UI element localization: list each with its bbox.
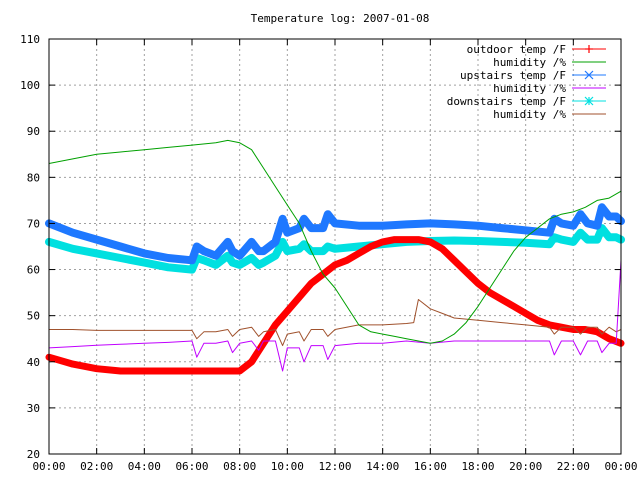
legend-label: upstairs temp /F xyxy=(460,69,566,82)
x-tick-label: 22:00 xyxy=(557,460,590,473)
axes: 20 30 40 50 60 70 80 90 100 110 00:00 02:00 04:00 06:… xyxy=(20,33,637,473)
legend-label: humidity /% xyxy=(493,82,566,95)
y-tick-label: 30 xyxy=(27,402,40,415)
y-tick-label: 70 xyxy=(27,217,40,230)
series-line xyxy=(48,259,622,372)
x-tick-label: 12:00 xyxy=(318,460,351,473)
y-tick-label: 90 xyxy=(27,125,40,138)
x-tick-label: 04:00 xyxy=(128,460,161,473)
x-tick-label: 16:00 xyxy=(414,460,447,473)
x-tick-label: 02:00 xyxy=(80,460,113,473)
x-tick-label: 00:00 xyxy=(32,460,65,473)
y-tick-label: 80 xyxy=(27,171,40,184)
x-tick-label: 20:00 xyxy=(509,460,542,473)
x-tick-label: 18:00 xyxy=(461,460,494,473)
series-line xyxy=(45,203,625,265)
legend-label: outdoor temp /F xyxy=(467,43,566,56)
y-tick-label: 40 xyxy=(27,356,40,369)
y-tick-label: 60 xyxy=(27,264,40,277)
series-line xyxy=(48,299,622,347)
x-tick-label: 06:00 xyxy=(175,460,208,473)
y-tick-label: 100 xyxy=(20,79,40,92)
legend-marker xyxy=(584,96,594,106)
series-line xyxy=(45,236,625,375)
legend-label: humidity /% xyxy=(493,108,566,121)
series-layer xyxy=(45,139,625,375)
series-line xyxy=(48,139,622,344)
chart-title: Temperature log: 2007-01-08 xyxy=(251,12,430,25)
series-line xyxy=(45,224,625,274)
y-tick-label: 50 xyxy=(27,310,40,323)
legend-label: downstairs temp /F xyxy=(447,95,566,108)
x-tick-label: 10:00 xyxy=(271,460,304,473)
legend-marker xyxy=(585,45,593,53)
x-tick-label: 00:00 xyxy=(604,460,637,473)
y-tick-label: 110 xyxy=(20,33,40,46)
legend-marker xyxy=(584,70,594,80)
legend-label: humidity /% xyxy=(493,56,566,69)
y-tick-label: 20 xyxy=(27,448,40,461)
x-tick-label: 14:00 xyxy=(366,460,399,473)
x-tick-label: 08:00 xyxy=(223,460,256,473)
